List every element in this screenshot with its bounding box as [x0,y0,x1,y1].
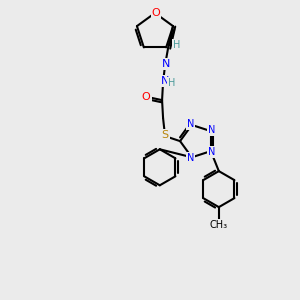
Text: S: S [161,130,169,140]
Text: O: O [152,8,160,18]
Text: H: H [168,78,176,88]
Text: N: N [162,59,170,69]
Text: N: N [187,119,194,129]
Text: N: N [208,125,215,135]
Text: CH₃: CH₃ [210,220,228,230]
Text: H: H [173,40,181,50]
Text: N: N [161,76,169,86]
Text: N: N [208,147,215,157]
Text: O: O [142,92,150,102]
Text: N: N [187,153,194,163]
